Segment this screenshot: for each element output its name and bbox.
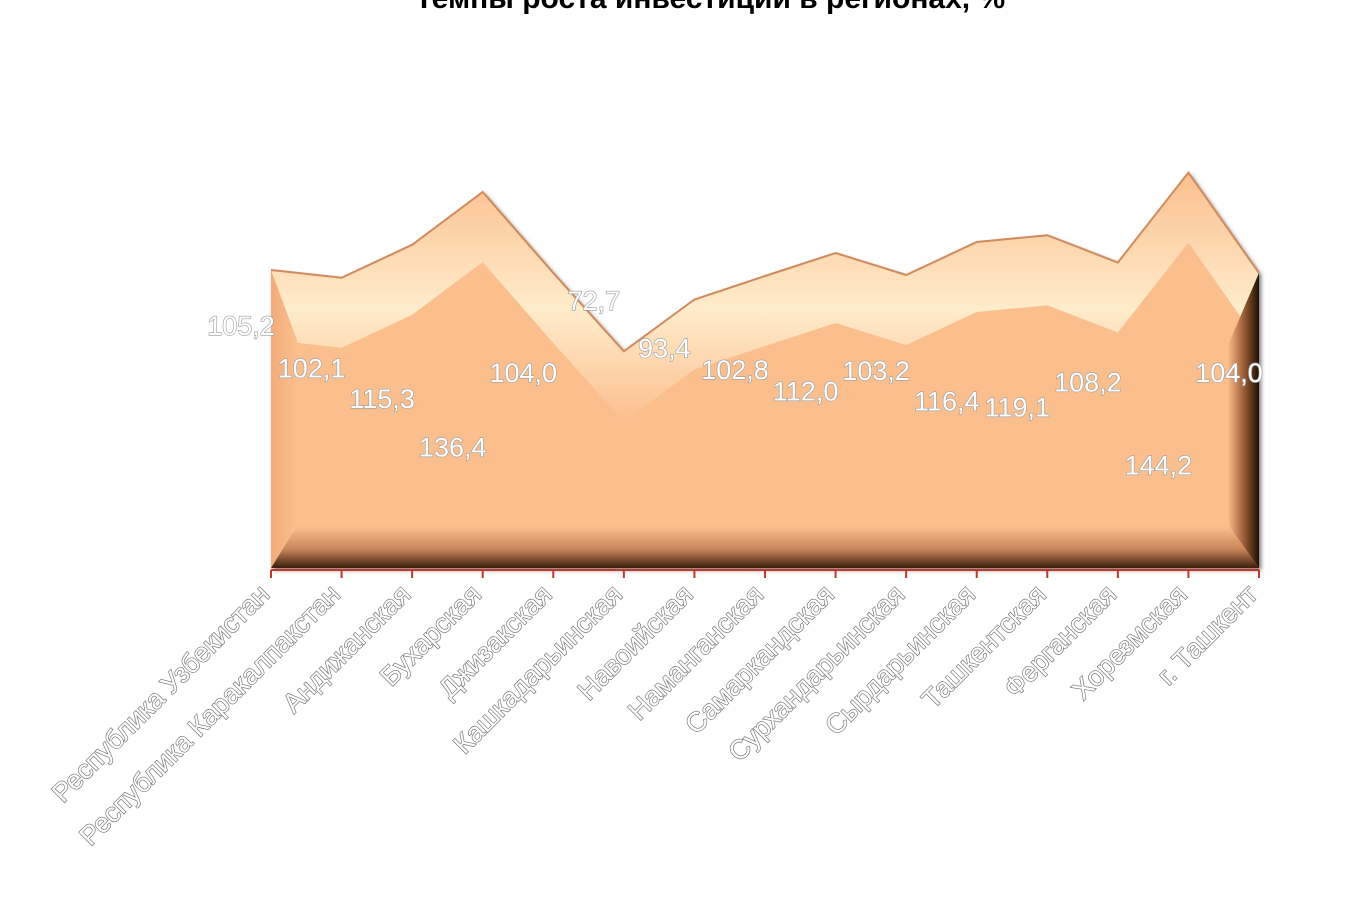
x-axis xyxy=(270,569,1260,578)
x-tick-label: Республика Каракалпакстан xyxy=(74,579,346,851)
data-label: 103,2 xyxy=(842,356,910,386)
data-label: 104,0 xyxy=(489,358,557,388)
area-outline xyxy=(270,170,1260,353)
data-label: 144,2 xyxy=(1125,450,1193,480)
data-label: 136,4 xyxy=(419,433,487,463)
data-label: 72,7 xyxy=(568,286,621,316)
area-left-bevel xyxy=(271,270,297,568)
x-tick-label: Ташкентская xyxy=(916,579,1051,714)
data-labels: 105,2102,1115,3136,4104,072,793,4102,811… xyxy=(207,285,1264,481)
area-top-bevel xyxy=(271,172,1259,422)
data-label: 116,4 xyxy=(914,387,980,417)
area-bottom-bevel xyxy=(271,526,1259,568)
data-label: 112,0 xyxy=(773,376,839,406)
data-label: 115,3 xyxy=(349,384,415,414)
data-label: 102,1 xyxy=(278,354,346,384)
area-series xyxy=(270,170,1260,568)
data-label: 93,4 xyxy=(638,334,691,364)
data-label: 108,2 xyxy=(1054,368,1122,398)
data-label: 119,1 xyxy=(985,393,1051,423)
data-label: 105,2 xyxy=(207,311,275,341)
chart-title: Темпы роста инвестиций в регионах, % xyxy=(415,0,1005,15)
data-label: 104,0 xyxy=(1195,358,1263,388)
data-label: 102,8 xyxy=(701,355,769,385)
area-right-bevel xyxy=(1229,273,1259,568)
